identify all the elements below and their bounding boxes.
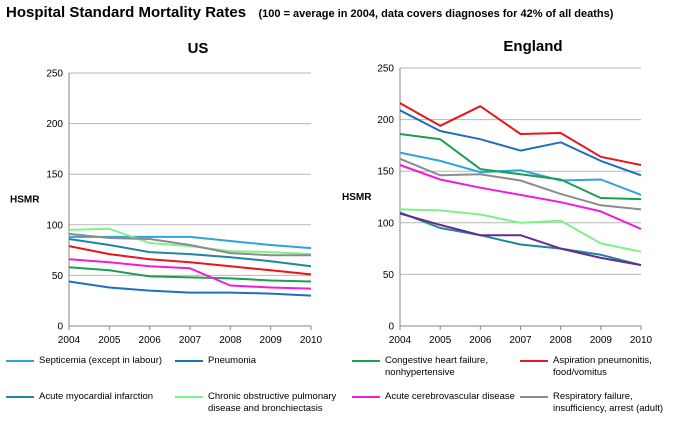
england-x-tick-label: 2008 xyxy=(550,335,573,346)
legend-label: Congestive heart failure, nonhypertensiv… xyxy=(385,355,488,378)
us-y-tick-label: 200 xyxy=(46,119,63,130)
england-y-tick-label: 250 xyxy=(377,64,394,75)
us-x-tick-label: 2005 xyxy=(98,335,121,346)
legend-swatch xyxy=(6,396,34,398)
england-y-tick-label: 50 xyxy=(383,270,395,281)
us-x-tick-label: 2009 xyxy=(260,335,283,346)
england-series-line xyxy=(399,211,642,267)
us-series-line xyxy=(69,235,312,250)
england-x-tick-label: 2009 xyxy=(590,335,613,346)
england-series-line xyxy=(399,157,642,211)
england-series-line xyxy=(399,212,642,267)
england-series-line xyxy=(399,102,642,166)
england-series-line xyxy=(399,151,642,196)
legend-label: Acute cerebrovascular disease xyxy=(385,391,515,402)
us-series-line xyxy=(68,258,312,290)
us-series-line xyxy=(68,227,312,256)
legend-swatch xyxy=(352,360,380,362)
us-series-line xyxy=(68,266,312,283)
england-x-tick-label: 2010 xyxy=(630,335,653,346)
us-x-tick-label: 2004 xyxy=(58,335,81,346)
us-series-line xyxy=(68,280,312,297)
england-series-line xyxy=(399,164,642,230)
us-x-tick-label: 2008 xyxy=(219,335,242,346)
us-x-tick-label: 2006 xyxy=(139,335,162,346)
legend-swatch xyxy=(175,396,203,398)
legend-swatch xyxy=(520,360,548,362)
us-x-tick-label: 2007 xyxy=(179,335,202,346)
legend-item: Respiratory failure, insufficiency, arre… xyxy=(520,391,677,415)
us-series-line xyxy=(68,232,311,257)
us-x-tick-label: 2010 xyxy=(300,335,323,346)
legend-label: Pneumonia xyxy=(208,355,257,366)
england-series-line xyxy=(399,109,642,177)
england-y-tick-label: 200 xyxy=(377,115,394,126)
england-y-tick-label: 150 xyxy=(377,167,394,178)
england-panel-title: England xyxy=(503,38,563,55)
legend-item: Pneumonia xyxy=(175,355,335,367)
us-y-tick-label: 100 xyxy=(46,220,63,231)
england-x-tick-label: 2006 xyxy=(469,335,492,346)
legend-item: Congestive heart failure, nonhypertensiv… xyxy=(352,355,522,379)
legend-swatch xyxy=(175,360,203,362)
legend-label: Respiratory failure, insufficiency, arre… xyxy=(553,391,663,414)
legend-label: Septicemia (except in labour) xyxy=(39,355,163,366)
legend-swatch xyxy=(6,360,34,362)
legend-swatch xyxy=(352,396,380,398)
england-x-tick-label: 2004 xyxy=(389,335,412,346)
chart-subtitle: (100 = average in 2004, data covers diag… xyxy=(258,8,614,20)
england-x-tick-label: 2007 xyxy=(509,335,532,346)
us-series-line xyxy=(68,245,312,276)
legend-item: Acute myocardial infarction xyxy=(6,391,176,403)
us-series-line xyxy=(68,238,312,268)
legend-item: Aspiration pneumonitis, food/vomitus xyxy=(520,355,677,379)
us-y-axis-label: HSMR xyxy=(10,195,40,206)
us-y-tick-label: 50 xyxy=(52,271,64,282)
legend-item: Chronic obstructive pulmonary disease an… xyxy=(175,391,350,415)
legend-swatch xyxy=(520,396,548,398)
us-y-tick-label: 0 xyxy=(57,322,63,333)
chart-title-row: Hospital Standard Mortality Rates (100 =… xyxy=(6,4,613,22)
legend-item: Acute cerebrovascular disease xyxy=(352,391,522,403)
us-y-tick-label: 250 xyxy=(46,69,63,80)
legend-label: Chronic obstructive pulmonary disease an… xyxy=(208,391,337,414)
legend-label: Aspiration pneumonitis, food/vomitus xyxy=(553,355,652,378)
us-panel-title: US xyxy=(187,40,209,57)
us-y-tick-label: 150 xyxy=(46,170,63,181)
england-y-tick-label: 100 xyxy=(377,218,394,229)
england-x-tick-label: 2005 xyxy=(429,335,452,346)
england-series-line xyxy=(399,133,642,201)
legend-label: Acute myocardial infarction xyxy=(39,391,154,402)
england-y-axis-label: HSMR xyxy=(342,192,372,203)
legend-item: Septicemia (except in labour) xyxy=(6,355,176,367)
england-y-tick-label: 0 xyxy=(388,322,394,333)
england-series-line xyxy=(399,208,642,253)
chart-title: Hospital Standard Mortality Rates xyxy=(6,4,247,21)
